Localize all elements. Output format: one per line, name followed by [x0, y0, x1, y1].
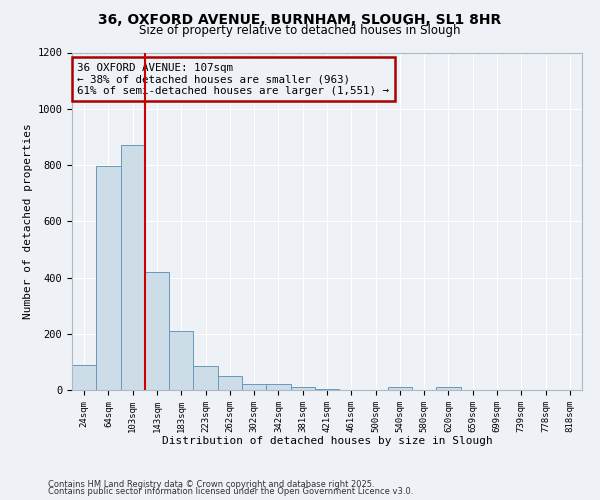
Bar	[290, 387, 315, 390]
X-axis label: Distribution of detached houses by size in Slough: Distribution of detached houses by size …	[161, 436, 493, 446]
Text: 36 OXFORD AVENUE: 107sqm
← 38% of detached houses are smaller (963)
61% of semi-: 36 OXFORD AVENUE: 107sqm ← 38% of detach…	[77, 62, 389, 96]
Bar	[218, 376, 242, 390]
Y-axis label: Number of detached properties: Number of detached properties	[23, 124, 33, 319]
Text: Contains public sector information licensed under the Open Government Licence v3: Contains public sector information licen…	[48, 487, 413, 496]
Bar	[193, 366, 218, 390]
Bar	[145, 272, 169, 390]
Bar	[266, 384, 290, 390]
Bar	[96, 166, 121, 390]
Bar	[388, 387, 412, 390]
Text: Contains HM Land Registry data © Crown copyright and database right 2025.: Contains HM Land Registry data © Crown c…	[48, 480, 374, 489]
Bar	[169, 331, 193, 390]
Bar	[121, 146, 145, 390]
Bar	[436, 387, 461, 390]
Bar	[242, 384, 266, 390]
Text: 36, OXFORD AVENUE, BURNHAM, SLOUGH, SL1 8HR: 36, OXFORD AVENUE, BURNHAM, SLOUGH, SL1 …	[98, 12, 502, 26]
Bar	[72, 364, 96, 390]
Text: Size of property relative to detached houses in Slough: Size of property relative to detached ho…	[139, 24, 461, 37]
Bar	[315, 388, 339, 390]
